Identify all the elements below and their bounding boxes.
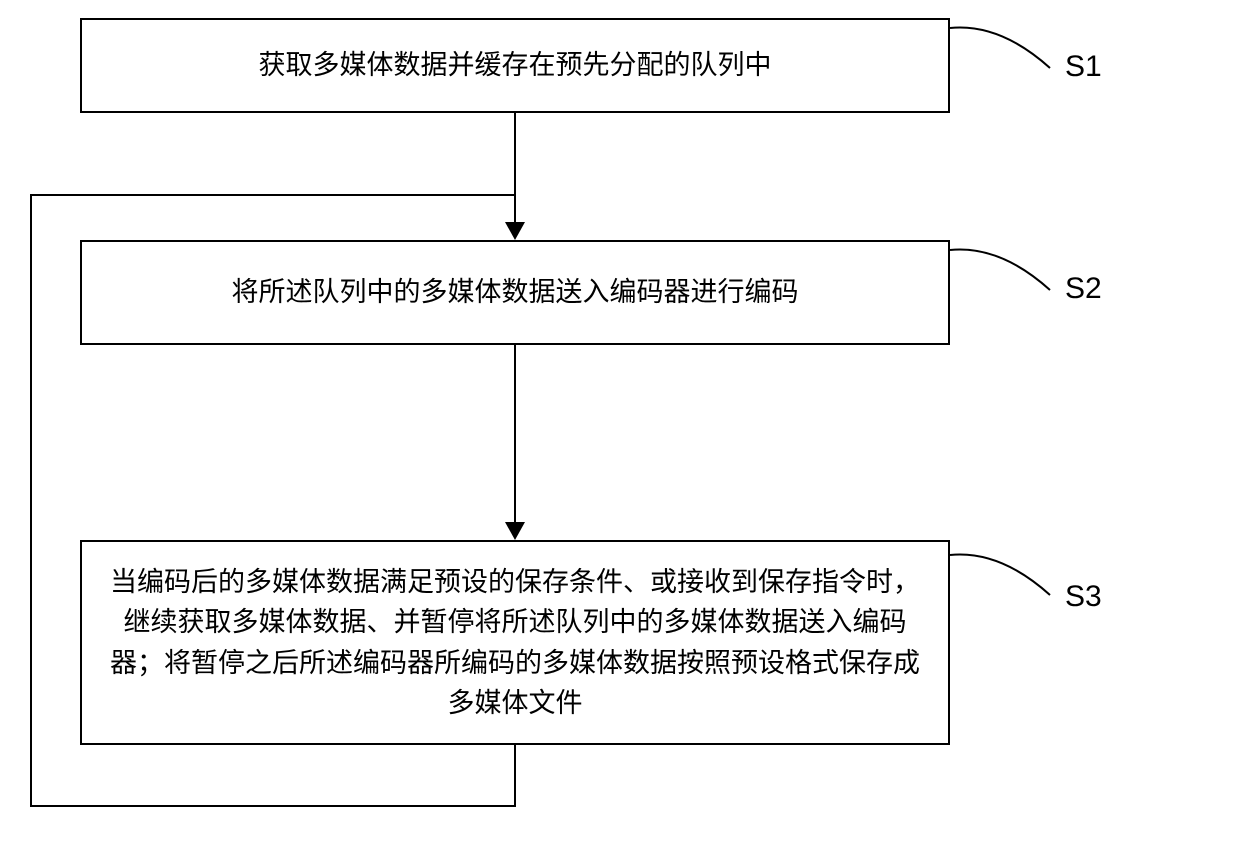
label-s2: S2 [1065,272,1102,306]
node-s1: 获取多媒体数据并缓存在预先分配的队列中 [80,18,950,113]
label-curve-s1 [950,18,1060,78]
label-s1: S1 [1065,50,1102,84]
node-s2: 将所述队列中的多媒体数据送入编码器进行编码 [80,240,950,345]
flowchart-container: 获取多媒体数据并缓存在预先分配的队列中 S1 将所述队列中的多媒体数据送入编码器… [0,0,1240,848]
label-s3: S3 [1065,580,1102,614]
edge-loopback-up [30,194,32,807]
edge-loopback-left [30,805,516,807]
edge-s2-s3-line [514,345,516,523]
node-s2-text: 将所述队列中的多媒体数据送入编码器进行编码 [232,272,799,313]
label-curve-s3 [950,545,1060,605]
edge-s2-s3-arrow [505,522,525,540]
edge-s1-s2-arrow [505,222,525,240]
edge-loopback-right [30,194,516,196]
edge-s1-s2-line [514,113,516,223]
node-s3-text: 当编码后的多媒体数据满足预设的保存条件、或接收到保存指令时，继续获取多媒体数据、… [102,562,928,724]
edge-loopback-down [514,745,516,805]
label-curve-s2 [950,240,1060,300]
node-s1-text: 获取多媒体数据并缓存在预先分配的队列中 [259,45,772,86]
node-s3: 当编码后的多媒体数据满足预设的保存条件、或接收到保存指令时，继续获取多媒体数据、… [80,540,950,745]
